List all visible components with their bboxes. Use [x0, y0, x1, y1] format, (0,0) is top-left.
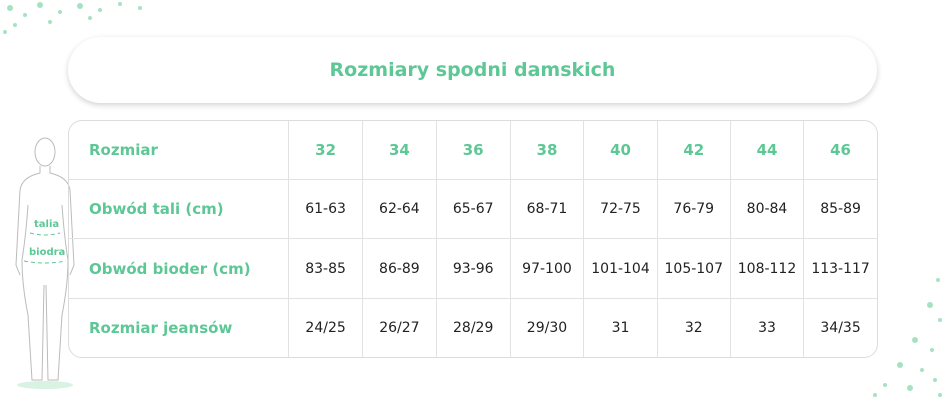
decorative-speckles-top-left	[3, 2, 142, 34]
table-cell: 93-96	[436, 238, 511, 300]
size-table: Rozmiar 32 34 36 38 40 42 44 46 Obwód ta…	[68, 120, 878, 358]
table-cell: 76-79	[657, 179, 731, 240]
table-cell: 101-104	[583, 238, 658, 300]
size-header: 40	[583, 121, 658, 180]
table-cell: 65-67	[436, 179, 511, 240]
table-cell: 26/27	[362, 298, 437, 357]
header-label: Rozmiar	[69, 121, 290, 180]
size-header: 36	[436, 121, 511, 180]
table-cell: 105-107	[657, 238, 731, 300]
table-cell: 108-112	[730, 238, 805, 300]
decorative-speckles-bottom-right	[873, 278, 942, 397]
table-header-row: Rozmiar 32 34 36 38 40 42 44 46	[69, 121, 877, 180]
table-cell: 32	[657, 298, 731, 357]
size-header: 34	[362, 121, 437, 180]
row-label: Obwód bioder (cm)	[69, 238, 290, 300]
table-cell: 83-85	[288, 238, 363, 300]
table-cell: 29/30	[510, 298, 585, 357]
title-banner: Rozmiary spodni damskich	[68, 37, 877, 103]
table-cell: 68-71	[510, 179, 585, 240]
page-title: Rozmiary spodni damskich	[329, 59, 616, 81]
size-header: 42	[657, 121, 731, 180]
table-cell: 61-63	[288, 179, 363, 240]
table-cell: 80-84	[730, 179, 805, 240]
table-cell: 72-75	[583, 179, 658, 240]
waist-label: talia	[34, 219, 60, 230]
body-silhouette: talia biodra	[10, 135, 80, 390]
table-cell: 97-100	[510, 238, 585, 300]
row-label: Rozmiar jeansów	[69, 298, 290, 357]
table-cell: 34/35	[820, 320, 861, 337]
table-cell: 31	[583, 298, 658, 357]
table-cell: 24/25	[288, 298, 363, 357]
table-cell: 86-89	[362, 238, 437, 300]
table-row-waist: Obwód tali (cm) 61-63 62-64 65-67 68-71 …	[69, 179, 877, 240]
table-row-jeans: Rozmiar jeansów 24/25 26/27 28/29 29/30 …	[69, 298, 877, 357]
table-cell: 62-64	[362, 179, 437, 240]
size-header: 38	[510, 121, 585, 180]
size-header: 46	[803, 121, 877, 180]
hips-label: biodra	[29, 247, 66, 258]
table-cell: 85-89	[803, 179, 877, 240]
row-label: Obwód tali (cm)	[69, 179, 290, 240]
table-cell: 28/29	[436, 298, 511, 357]
size-header: 32	[288, 121, 363, 180]
table-row-hips: Obwód bioder (cm) 83-85 86-89 93-96 97-1…	[69, 238, 877, 300]
size-header: 44	[730, 121, 805, 180]
table-cell: 33	[730, 298, 805, 357]
table-cell: 113-117	[803, 238, 877, 300]
